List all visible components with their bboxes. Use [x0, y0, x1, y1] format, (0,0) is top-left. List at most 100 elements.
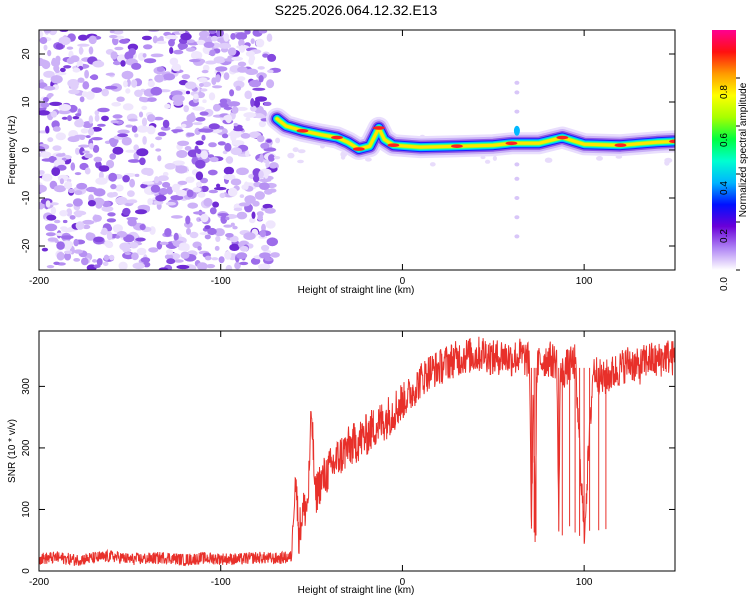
spectrogram-x-tick-label: 100 — [576, 276, 593, 287]
noise-blob — [101, 88, 109, 97]
spectrogram-x-tick-label: -200 — [29, 276, 49, 287]
noise-blob — [54, 219, 61, 224]
noise-blob — [233, 80, 245, 89]
noise-blob — [250, 38, 255, 44]
noise-blob — [132, 262, 145, 270]
noise-blob — [131, 252, 139, 261]
noise-blob — [124, 252, 131, 255]
noise-blob — [115, 184, 124, 192]
noise-blob — [225, 233, 234, 238]
colorbar-tick-label: 0.8 — [719, 85, 730, 99]
noise-blob — [192, 187, 202, 193]
noise-blob — [193, 211, 206, 215]
noise-blob — [69, 215, 76, 220]
noise-blob — [245, 117, 251, 122]
noise-blob — [200, 88, 208, 92]
noise-blob — [72, 67, 81, 73]
noise-blob — [255, 38, 265, 48]
spectrogram-y-tick-label: 10 — [21, 96, 32, 108]
noise-blob — [45, 232, 56, 237]
noise-blob — [131, 62, 142, 70]
noise-blob — [223, 33, 230, 42]
noise-blob — [49, 202, 59, 206]
noise-blob — [54, 69, 60, 74]
noise-blob — [184, 81, 197, 90]
noise-blob — [225, 216, 230, 221]
noise-blob — [187, 202, 198, 209]
ridge-hotspot — [331, 135, 344, 140]
noise-blob — [103, 254, 110, 261]
noise-blob — [596, 156, 603, 161]
noise-blob — [80, 128, 89, 134]
spectrogram-x-tick-label: 0 — [400, 276, 406, 287]
noise-blob — [429, 162, 436, 167]
noise-blob — [155, 136, 163, 141]
noise-blob — [116, 96, 125, 102]
noise-blob — [221, 133, 229, 139]
noise-blob — [177, 140, 190, 146]
noise-blob — [245, 68, 259, 76]
noise-blob — [514, 196, 520, 200]
noise-blob — [214, 228, 225, 237]
noise-blob — [237, 61, 247, 67]
noise-blob — [231, 140, 245, 146]
noise-blob — [249, 217, 256, 224]
noise-blob — [208, 92, 216, 101]
noise-blob — [143, 261, 151, 268]
noise-blob — [185, 176, 195, 183]
noise-blob — [164, 103, 171, 109]
noise-blob — [223, 174, 236, 181]
noise-blob — [84, 153, 93, 159]
noise-blob — [107, 225, 113, 232]
noise-blob — [211, 257, 219, 261]
colorbar-tick-label: 0.6 — [719, 133, 730, 147]
noise-blob — [67, 136, 80, 143]
noise-blob — [259, 153, 264, 163]
snr-panel: -200 -100 0 100 0 100 200 300 Height of straig… — [7, 330, 676, 596]
noise-blob — [141, 167, 152, 175]
noise-blob — [243, 232, 256, 241]
noise-blob — [122, 175, 130, 183]
noise-blob — [217, 141, 226, 146]
noise-blob — [265, 220, 276, 229]
noise-blob — [181, 74, 191, 80]
noise-blob — [227, 101, 241, 107]
noise-blob — [109, 153, 116, 160]
noise-blob — [218, 42, 232, 49]
noise-blob — [163, 73, 176, 81]
noise-blob — [204, 234, 211, 240]
noise-blob — [66, 203, 74, 208]
noise-blob — [238, 39, 245, 47]
noise-blob — [150, 86, 163, 96]
noise-blob — [237, 66, 248, 73]
colorbar-label: Normalized spectral amplitude — [738, 82, 749, 217]
noise-blob — [192, 122, 203, 126]
noise-blob — [195, 117, 206, 122]
noise-blob — [236, 106, 248, 111]
noise-blob — [139, 223, 146, 231]
noise-blob — [215, 235, 221, 242]
noise-blob — [109, 30, 115, 34]
ridge-hotspot — [450, 144, 463, 148]
snr-y-tick-label: 0 — [21, 568, 32, 574]
noise-blob — [160, 126, 171, 131]
noise-blob — [63, 65, 72, 69]
noise-blob — [238, 202, 251, 207]
noise-blob — [125, 88, 131, 94]
noise-blob — [123, 80, 128, 88]
noise-blob — [79, 96, 85, 103]
noise-blob — [136, 247, 147, 256]
noise-blob — [56, 251, 65, 261]
noise-blob — [88, 115, 94, 124]
noise-blob — [89, 75, 98, 80]
noise-blob — [231, 56, 244, 61]
noise-blob — [233, 207, 243, 212]
noise-blob — [40, 151, 52, 158]
noise-blob — [115, 235, 120, 239]
noise-blob — [208, 142, 217, 148]
noise-blob — [256, 135, 265, 143]
noise-blob — [340, 155, 346, 160]
noise-blob — [81, 257, 89, 266]
noise-blob — [225, 156, 234, 164]
noise-blob — [171, 240, 184, 245]
